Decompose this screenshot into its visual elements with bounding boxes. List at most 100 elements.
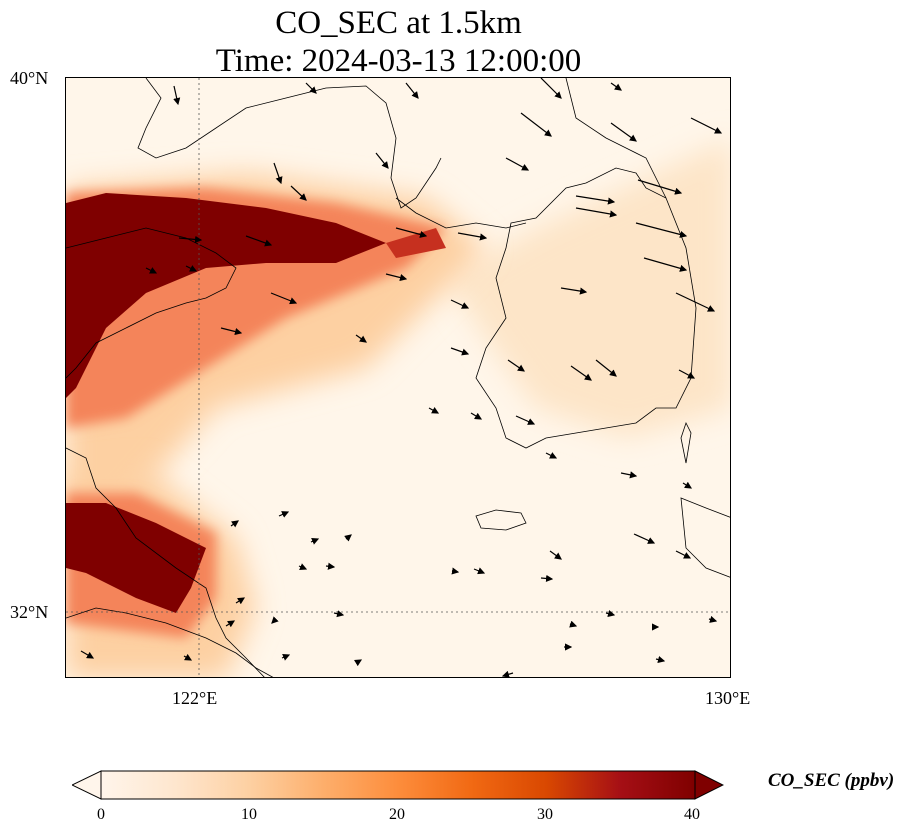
coastline-liaodong	[395, 197, 527, 229]
plume-core-north	[66, 193, 386, 398]
wind-arrow	[173, 85, 181, 106]
wind-arrow	[271, 616, 279, 624]
wind-arrow	[428, 406, 440, 414]
wind-arrow	[690, 117, 723, 134]
colorbar-label: CO_SEC (ppbv)	[768, 770, 895, 791]
wind-arrow	[405, 82, 419, 99]
wind-arrow	[473, 567, 486, 575]
wind-arrow	[230, 520, 239, 528]
colorbar-tick-0: 0	[97, 806, 105, 823]
wind-arrow	[290, 185, 307, 201]
wind-arrow	[278, 511, 290, 518]
wind-arrow	[620, 471, 638, 479]
wind-arrow	[708, 615, 718, 623]
wind-arrow	[637, 179, 683, 195]
wind-arrow	[305, 82, 317, 94]
coastline-korea	[475, 167, 697, 449]
wind-arrow	[605, 610, 616, 618]
wind-arrow	[678, 369, 696, 379]
coastline-japan-kyushu	[680, 497, 730, 578]
wind-arrow	[225, 620, 236, 628]
wind-arrow	[643, 257, 688, 272]
wind-arrow	[355, 334, 367, 343]
wind-arrow	[675, 550, 692, 559]
wind-arrow	[520, 112, 552, 137]
wind-arrow	[501, 670, 514, 677]
colorbar-tick-40: 40	[684, 806, 700, 823]
wind-arrow	[675, 292, 716, 312]
lat-tick-label-32: 32°N	[10, 602, 49, 622]
wind-arrow	[375, 152, 389, 169]
wind-arrow	[178, 235, 203, 244]
plume-edge-north	[386, 228, 446, 258]
wind-arrow	[635, 222, 688, 238]
wind-arrow	[245, 235, 273, 247]
wind-arrow	[183, 653, 193, 661]
wind-vectors	[80, 78, 723, 677]
wind-arrow	[610, 82, 622, 91]
wind-arrow	[505, 157, 530, 171]
colorbar-gradient	[100, 770, 696, 800]
wind-arrow	[344, 534, 352, 542]
wind-arrow	[270, 292, 298, 305]
coastline-shandong	[66, 227, 237, 379]
wind-arrow	[560, 287, 588, 295]
wind-arrow	[575, 207, 618, 218]
title-variable-level: CO_SEC at 1.5km	[275, 5, 522, 41]
wind-arrow	[395, 227, 428, 238]
plume-core-south	[66, 503, 206, 613]
wind-arrow	[354, 659, 363, 667]
wind-arrow	[655, 656, 666, 664]
coastline-yangtze	[66, 607, 274, 677]
map-canvas	[66, 78, 730, 677]
wind-arrow	[333, 610, 345, 618]
wind-arrow	[450, 299, 470, 309]
coastline-china-north	[137, 78, 442, 209]
plume-halo-korea	[446, 138, 730, 438]
wind-arrow	[298, 563, 308, 570]
wind-arrow	[549, 550, 562, 560]
map-panel[interactable]	[65, 77, 731, 678]
lat-tick-label-40: 40°N	[10, 68, 49, 88]
wind-arrow	[570, 365, 592, 381]
colorbar-extend-max	[694, 770, 724, 800]
wind-arrow	[569, 620, 578, 628]
wind-arrow	[145, 267, 158, 274]
wind-arrow	[80, 650, 95, 659]
wind-arrow	[545, 452, 558, 459]
wind-arrow	[457, 232, 488, 241]
wind-arrow	[575, 195, 616, 205]
coastline-tsushima	[680, 421, 692, 464]
wind-arrow	[310, 538, 320, 545]
wind-arrow	[470, 412, 483, 420]
colorbar-tick-10: 10	[241, 806, 257, 823]
wind-arrow	[540, 78, 562, 99]
coastline-korea-north	[565, 78, 667, 199]
colorbar-tick-20: 20	[389, 806, 405, 823]
coastline-jiangsu	[66, 447, 265, 677]
wind-arrow	[633, 533, 656, 544]
lon-tick-label-130: 130°E	[705, 688, 751, 708]
wind-arrow	[610, 122, 637, 142]
wind-arrow	[235, 597, 246, 605]
concentration-field	[66, 138, 730, 677]
wind-arrow	[451, 567, 460, 575]
wind-arrow	[450, 347, 470, 356]
wind-arrow	[273, 162, 283, 185]
colorbar	[72, 770, 724, 800]
wind-arrow	[595, 359, 617, 377]
wind-arrow	[515, 415, 536, 425]
wind-arrow	[682, 481, 693, 489]
wind-arrow	[385, 273, 408, 282]
wind-arrow	[185, 265, 198, 272]
title-time: Time: 2024-03-13 12:00:00	[215, 43, 582, 79]
wind-arrow	[325, 562, 336, 570]
wind-arrow	[281, 654, 291, 661]
lon-tick-label-122: 122°E	[172, 688, 218, 708]
wind-arrow	[220, 327, 243, 336]
gridlines	[66, 78, 730, 677]
colorbar-extend-min	[72, 770, 102, 800]
coastline-jeju	[475, 509, 527, 531]
coastlines	[66, 78, 730, 677]
colorbar-tick-30: 30	[537, 806, 553, 823]
